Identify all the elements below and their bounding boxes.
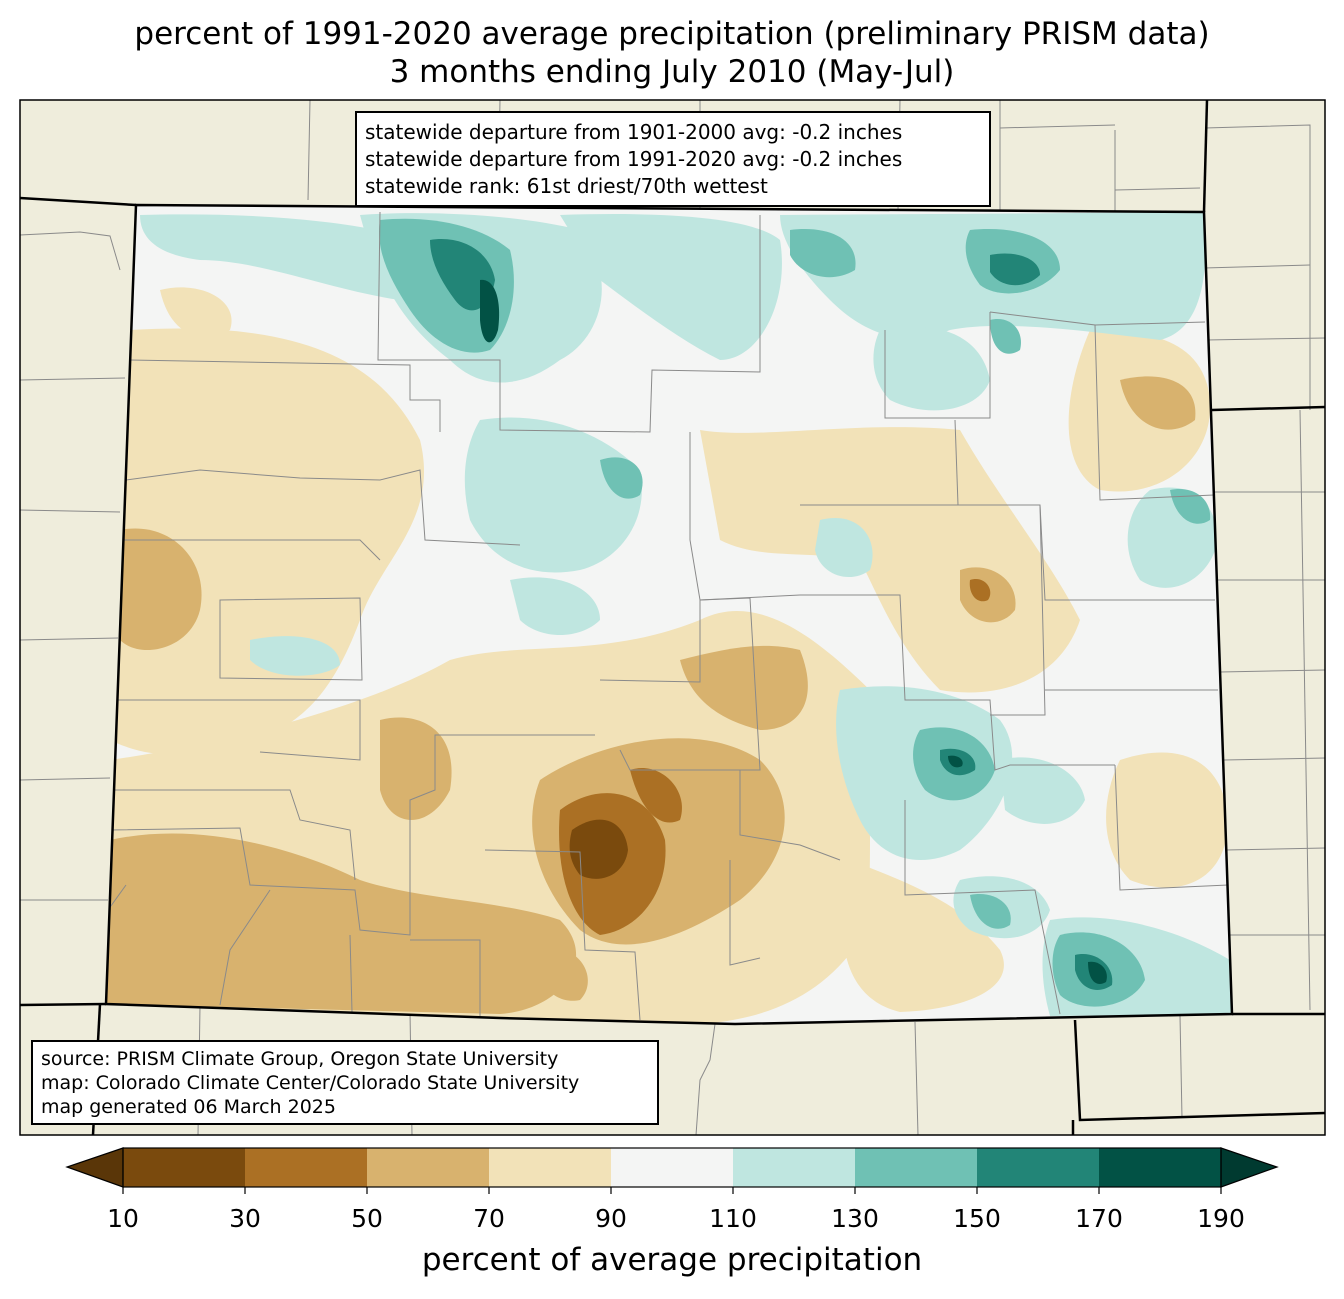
precipitation-field [106,205,1232,1024]
source-prism: source: PRISM Climate Group, Oregon Stat… [41,1048,559,1070]
colorbar-swatch [1099,1148,1222,1187]
map-frame [19,99,1326,1136]
colorbar-tick-label: 90 [595,1204,627,1233]
colorbar-swatch [245,1148,368,1187]
colorbar-swatch [611,1148,734,1187]
colorbar-tick-label: 50 [351,1204,383,1233]
colorbar-tick-label: 110 [709,1204,757,1233]
stats-departure-1901-2000: statewide departure from 1901-2000 avg: … [365,120,903,144]
colorbar-swatch [489,1148,612,1187]
colorbar-tick-label: 130 [831,1204,879,1233]
source-generated-date: map generated 06 March 2025 [41,1096,336,1118]
colorbar-tick-label: 150 [953,1204,1001,1233]
colorbar-tick-label: 190 [1197,1204,1245,1233]
colorbar-label: percent of average precipitation [421,1242,923,1278]
source-map-credit: map: Colorado Climate Center/Colorado St… [41,1072,580,1094]
colorbar-swatch [367,1148,490,1187]
statewide-stats-box: statewide departure from 1901-2000 avg: … [355,111,991,207]
colorbar-over-arrow [1220,1147,1279,1188]
map-subtitle: 3 months ending July 2010 (May-Jul) [389,54,955,90]
colorbar [65,1147,1279,1194]
colorbar-swatch [733,1148,856,1187]
source-box: source: PRISM Climate Group, Oregon Stat… [31,1040,659,1125]
colorbar-tick-label: 30 [229,1204,261,1233]
colorbar-under-arrow [65,1147,124,1188]
colorbar-tick-label: 10 [107,1204,139,1233]
colorbar-swatch [855,1148,978,1187]
stats-rank: statewide rank: 61st driest/70th wettest [365,174,768,198]
stats-departure-1991-2020: statewide departure from 1991-2020 avg: … [365,147,903,171]
colorbar-tick-label: 70 [473,1204,505,1233]
colorbar-swatch [123,1148,246,1187]
colorbar-swatch [977,1148,1100,1187]
map-title: percent of 1991-2020 average precipitati… [134,16,1210,52]
colorbar-tick-label: 170 [1075,1204,1123,1233]
